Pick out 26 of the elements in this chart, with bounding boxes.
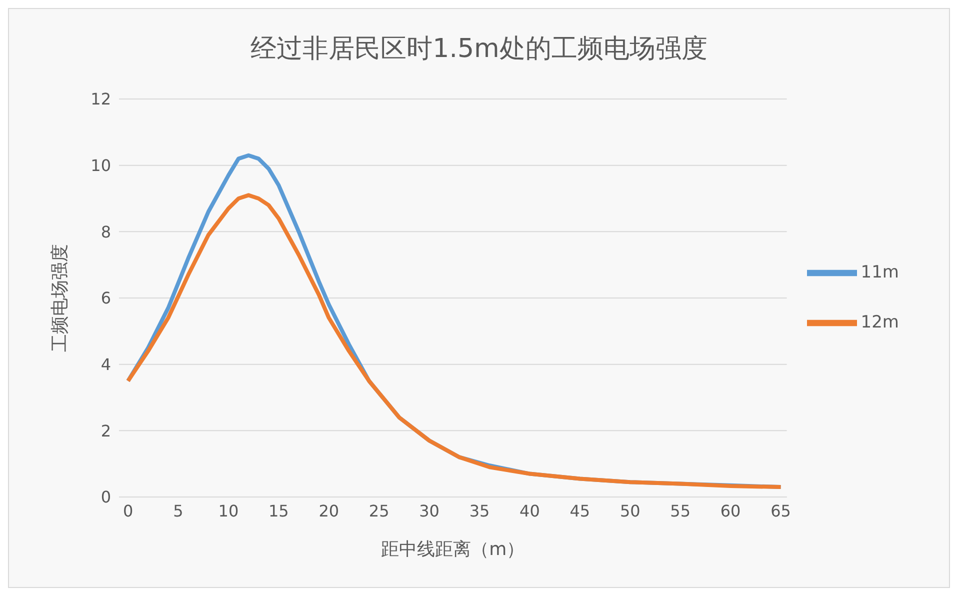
- legend-label: 11m: [860, 262, 899, 283]
- x-tick-label: 60: [720, 501, 741, 520]
- x-tick-label: 5: [173, 501, 184, 520]
- y-tick-label: 0: [100, 488, 111, 507]
- y-tick-label: 8: [100, 222, 111, 242]
- x-tick-label: 40: [520, 501, 540, 520]
- y-tick-label: 12: [90, 90, 111, 109]
- y-tick-label: 6: [100, 288, 111, 308]
- x-tick-label: 20: [318, 501, 340, 520]
- x-tick-label: 65: [770, 501, 791, 520]
- x-tick-label: 25: [368, 501, 390, 520]
- chart-title: 经过非居民区时1.5m处的工频电场强度: [250, 33, 708, 66]
- y-axis-title: 工频电场强度: [49, 244, 70, 352]
- y-tick-label: 2: [100, 421, 111, 440]
- x-tick-label: 55: [670, 501, 691, 520]
- x-tick-label: 50: [620, 501, 640, 520]
- legend-label: 12m: [860, 312, 899, 333]
- x-axis-title: 距中线距离（m）: [381, 539, 525, 560]
- x-tick-label: 0: [122, 501, 134, 520]
- x-tick-label: 10: [218, 501, 239, 520]
- y-tick-label: 4: [100, 355, 111, 374]
- y-tick-label: 10: [90, 156, 111, 176]
- x-tick-label: 35: [469, 501, 490, 520]
- x-tick-label: 15: [268, 501, 289, 520]
- x-tick-label: 45: [570, 501, 590, 520]
- x-tick-label: 30: [419, 501, 440, 520]
